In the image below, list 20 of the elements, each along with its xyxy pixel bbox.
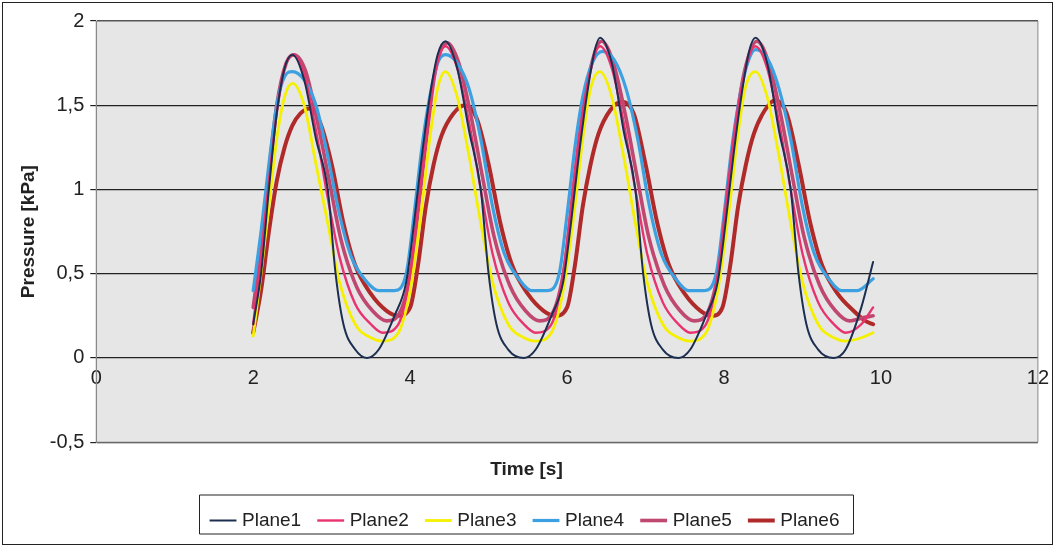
legend-label: Plane1: [242, 508, 302, 530]
legend-label: Plane4: [565, 508, 625, 530]
y-axis-title: Pressure [kPa]: [16, 165, 38, 299]
y-tick-label: 0,5: [56, 261, 85, 284]
x-tick-label: 2: [247, 366, 259, 389]
y-tick-label: -0,5: [49, 429, 85, 452]
x-tick-label: 12: [1026, 366, 1049, 389]
x-tick-label: 4: [404, 366, 416, 389]
x-axis-title: Time [s]: [490, 457, 563, 479]
legend-label: Plane6: [780, 508, 840, 530]
x-tick-label: 6: [561, 366, 573, 389]
legend-label: Plane2: [349, 508, 409, 530]
x-tick-label: 10: [869, 366, 893, 389]
legend-label: Plane5: [672, 508, 732, 530]
legend-label: Plane3: [457, 508, 517, 530]
y-tick-label: 1: [73, 177, 85, 199]
x-tick-label: 8: [718, 366, 730, 389]
y-tick-label: 2: [73, 8, 85, 31]
y-tick-label: 0: [73, 345, 85, 368]
y-tick-label: 1,5: [56, 92, 85, 115]
